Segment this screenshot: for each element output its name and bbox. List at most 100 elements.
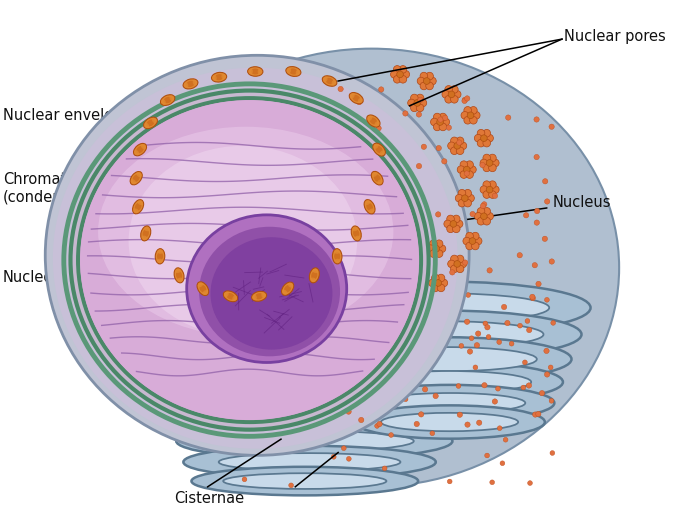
Text: Nuclear envelope: Nuclear envelope [3, 108, 162, 143]
Circle shape [432, 284, 439, 292]
Circle shape [394, 66, 401, 73]
Ellipse shape [287, 68, 291, 73]
Circle shape [432, 274, 439, 282]
Ellipse shape [289, 68, 298, 74]
Ellipse shape [373, 144, 379, 149]
Circle shape [459, 260, 466, 268]
Ellipse shape [233, 296, 237, 301]
Circle shape [481, 213, 487, 220]
Circle shape [483, 139, 490, 147]
Ellipse shape [133, 200, 143, 214]
Ellipse shape [282, 290, 288, 294]
Ellipse shape [203, 290, 208, 295]
Ellipse shape [364, 200, 375, 214]
Circle shape [456, 265, 464, 272]
Circle shape [451, 147, 458, 155]
Circle shape [399, 75, 407, 83]
Circle shape [445, 95, 452, 103]
Circle shape [377, 421, 382, 427]
Circle shape [410, 265, 417, 271]
Ellipse shape [367, 116, 372, 121]
Text: Nucleolus: Nucleolus [3, 270, 194, 285]
Ellipse shape [352, 95, 360, 102]
Circle shape [470, 106, 477, 114]
Ellipse shape [144, 227, 150, 231]
Ellipse shape [226, 293, 235, 300]
Circle shape [503, 438, 508, 442]
Ellipse shape [80, 100, 419, 420]
Ellipse shape [309, 268, 320, 283]
Circle shape [413, 259, 420, 267]
Circle shape [549, 259, 554, 264]
Circle shape [458, 199, 466, 207]
Circle shape [416, 104, 424, 112]
Text: Chromatin
(condensed): Chromatin (condensed) [3, 172, 162, 205]
Circle shape [414, 289, 422, 297]
Circle shape [438, 117, 443, 122]
Circle shape [447, 142, 456, 150]
Circle shape [435, 250, 443, 257]
Circle shape [466, 292, 471, 298]
Ellipse shape [248, 67, 263, 77]
Ellipse shape [252, 294, 257, 300]
Ellipse shape [186, 81, 194, 87]
Ellipse shape [147, 119, 154, 126]
Ellipse shape [286, 67, 301, 77]
Circle shape [485, 453, 490, 458]
Circle shape [346, 456, 351, 461]
Ellipse shape [249, 69, 253, 74]
Ellipse shape [222, 74, 226, 79]
Circle shape [492, 186, 499, 193]
Ellipse shape [255, 293, 263, 299]
Circle shape [481, 202, 487, 207]
Circle shape [480, 186, 488, 193]
Circle shape [416, 112, 422, 117]
Ellipse shape [177, 278, 183, 282]
Circle shape [382, 466, 387, 471]
Circle shape [464, 199, 471, 207]
Circle shape [549, 398, 554, 403]
Circle shape [471, 232, 479, 240]
Ellipse shape [251, 69, 260, 74]
Ellipse shape [137, 200, 143, 205]
Circle shape [437, 118, 443, 125]
Circle shape [451, 85, 458, 93]
Circle shape [430, 431, 435, 435]
Ellipse shape [336, 362, 563, 402]
Circle shape [413, 269, 420, 277]
Circle shape [424, 78, 430, 84]
Circle shape [483, 217, 490, 225]
Circle shape [439, 123, 447, 131]
Circle shape [469, 238, 476, 244]
Ellipse shape [129, 146, 357, 336]
Ellipse shape [284, 285, 291, 292]
Circle shape [545, 298, 549, 302]
Ellipse shape [183, 79, 198, 89]
Ellipse shape [157, 252, 163, 260]
Circle shape [475, 212, 482, 220]
Ellipse shape [133, 209, 139, 213]
Ellipse shape [184, 446, 436, 478]
Circle shape [473, 112, 480, 119]
Circle shape [442, 91, 449, 98]
Circle shape [372, 400, 377, 405]
Text: Nucleus: Nucleus [439, 195, 611, 224]
Ellipse shape [337, 293, 549, 322]
Circle shape [465, 422, 470, 427]
Circle shape [521, 385, 526, 390]
Circle shape [442, 118, 449, 126]
Ellipse shape [98, 127, 394, 336]
Circle shape [497, 340, 502, 344]
Circle shape [443, 115, 448, 121]
Ellipse shape [141, 226, 151, 241]
Circle shape [331, 454, 336, 459]
Ellipse shape [160, 95, 175, 105]
Circle shape [433, 113, 441, 121]
Circle shape [477, 208, 485, 215]
Circle shape [469, 166, 476, 173]
Ellipse shape [376, 393, 525, 413]
Circle shape [418, 97, 423, 102]
Circle shape [430, 250, 437, 257]
Ellipse shape [143, 230, 149, 237]
Ellipse shape [365, 200, 371, 205]
